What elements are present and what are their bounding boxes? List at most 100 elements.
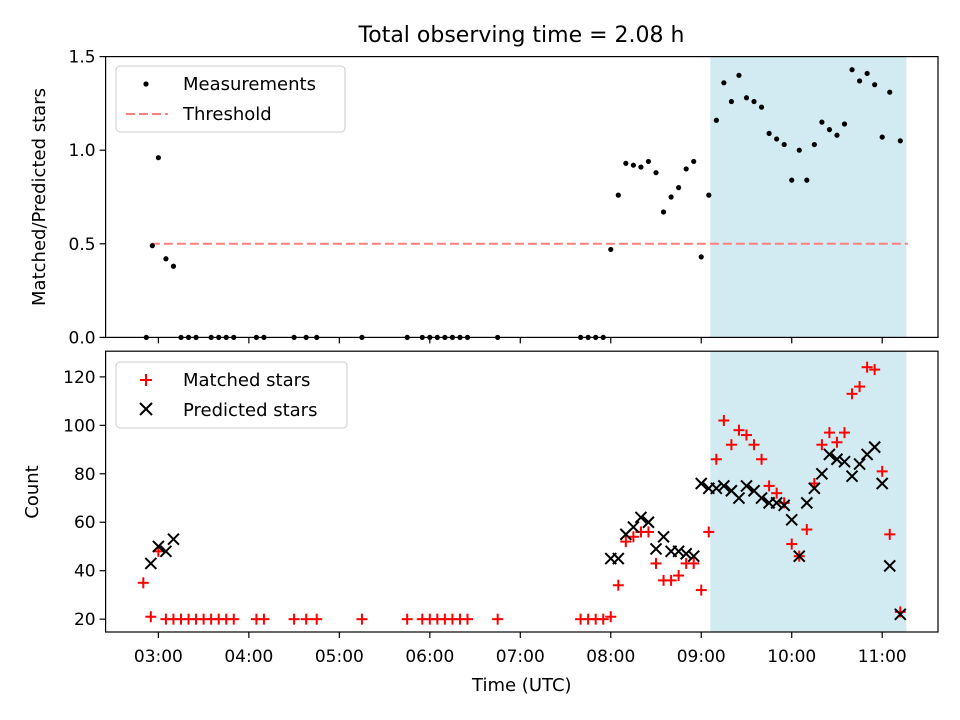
predicted-star-marker-b [695,477,708,490]
matched-star-point [771,487,783,499]
measurement-point [630,162,636,168]
predicted-star-point [642,516,655,529]
count-y-tick-label: 20 [74,610,96,630]
predicted-stars-legend-marker [139,402,153,416]
predicted-star-marker-b [755,491,768,505]
predicted-star-point [695,477,708,490]
x-tick-label: 04:00 [224,647,273,667]
predicted-star-marker-b [679,547,693,560]
matched-star-point [311,613,323,625]
measurement-point [713,117,719,123]
matched-stars-legend-marker [140,374,152,386]
matched-star-point [718,414,730,426]
x-tick-label: 07:00 [496,647,545,667]
measurement-point [834,132,840,138]
matched-star-point [733,424,745,436]
measurement-point [804,177,810,183]
predicted-star-marker-b [144,557,158,570]
ratio-y-ticks: 0.0 0.5 1.0 1.5 [69,48,106,348]
predicted-star-marker-b [883,559,896,573]
measurement-point [155,155,161,161]
measurement-point [826,127,833,133]
measurement-point [864,70,870,77]
predicted-star-marker-b [740,479,753,493]
count-plot-frame [104,350,939,633]
matched-star-point [861,361,873,373]
measurement-point [856,78,863,84]
predicted-star-point [868,440,881,454]
predicted-star-point [732,491,746,505]
matched-star-point [462,613,474,625]
matched-star-point [703,526,715,538]
predicted-star-point [167,533,180,546]
matched-star-point [137,577,149,589]
matched-star-point [816,439,828,451]
predicted-star-point [657,530,670,543]
measurement-point [149,243,155,249]
predicted-star-point [672,545,685,558]
predicted-star-marker-b [853,457,866,471]
measurement-point [774,136,780,142]
predicted-star-point [800,496,814,510]
matched-star-point [884,528,896,540]
predicted-star-marker-b [687,549,700,563]
measurement-point [811,141,817,148]
predicted-star-point [777,499,791,512]
predicted-star-marker-b [732,491,746,505]
matched-star-point [145,611,157,623]
measurements-legend-marker [143,81,149,87]
measurement-point [728,98,735,105]
predicted-stars-legend-label: Predicted stars [183,400,317,421]
matched-star-point [748,439,760,451]
measurement-point [691,158,697,165]
predicted-star-marker-b [642,516,655,529]
threshold-legend-label: Threshold [182,104,272,125]
matched-star-point [597,613,609,625]
x-tick-label: 06:00 [405,647,454,667]
matched-star-point [823,427,835,439]
measurement-point [781,141,787,148]
predicted-star-points [144,440,907,621]
measurement-point [163,256,169,262]
count-y-tick-label: 40 [74,562,96,582]
predicted-star-marker-b [672,545,685,558]
measurement-point [743,95,750,101]
matched-star-point [831,436,843,448]
predicted-star-point [679,547,693,560]
measurement-point [872,82,878,88]
matched-star-point [288,613,300,625]
predicted-star-marker-b [800,496,814,510]
predicted-star-point [845,470,859,483]
measurement-point [615,192,621,198]
predicted-star-marker-b [894,608,907,621]
predicted-star-point [159,545,173,558]
matched-star-point [612,579,624,591]
predicted-star-marker-b [710,482,723,495]
matched-star-point [492,613,504,625]
measurement-point [841,121,848,127]
matched-stars-legend-label: Matched stars [183,370,310,391]
matched-star-point [228,613,240,625]
measurement-point [766,130,772,136]
matched-star-point [839,427,851,439]
matched-star-point [665,574,677,586]
count-x-ticks: 03:00 04:00 05:00 06:00 07:00 08:00 09:00 10:00… [134,632,907,667]
predicted-star-point [823,448,836,461]
matched-star-point [650,557,662,569]
count-legend: Matched stars Predicted stars [115,361,348,429]
predicted-star-marker-b [627,520,640,534]
matched-star-point [688,557,700,569]
predicted-star-marker-b [747,484,761,497]
predicted-star-point [649,542,663,556]
ratio-y-tick-label: 0.5 [69,235,96,255]
measurement-point [660,209,667,215]
matched-star-point [756,453,768,465]
x-tick-label: 11:00 [858,647,907,667]
ratio-panel: 0.0 0.5 1.0 1.5 Matched/Predicted stars Mea… [29,48,939,348]
x-axis-label: Time (UTC) [471,675,572,696]
count-y-tick-label: 60 [74,513,96,533]
matched-star-point [869,364,881,376]
measurement-point [638,164,644,170]
predicted-star-marker-b [830,453,844,466]
measurement-point [683,166,689,172]
